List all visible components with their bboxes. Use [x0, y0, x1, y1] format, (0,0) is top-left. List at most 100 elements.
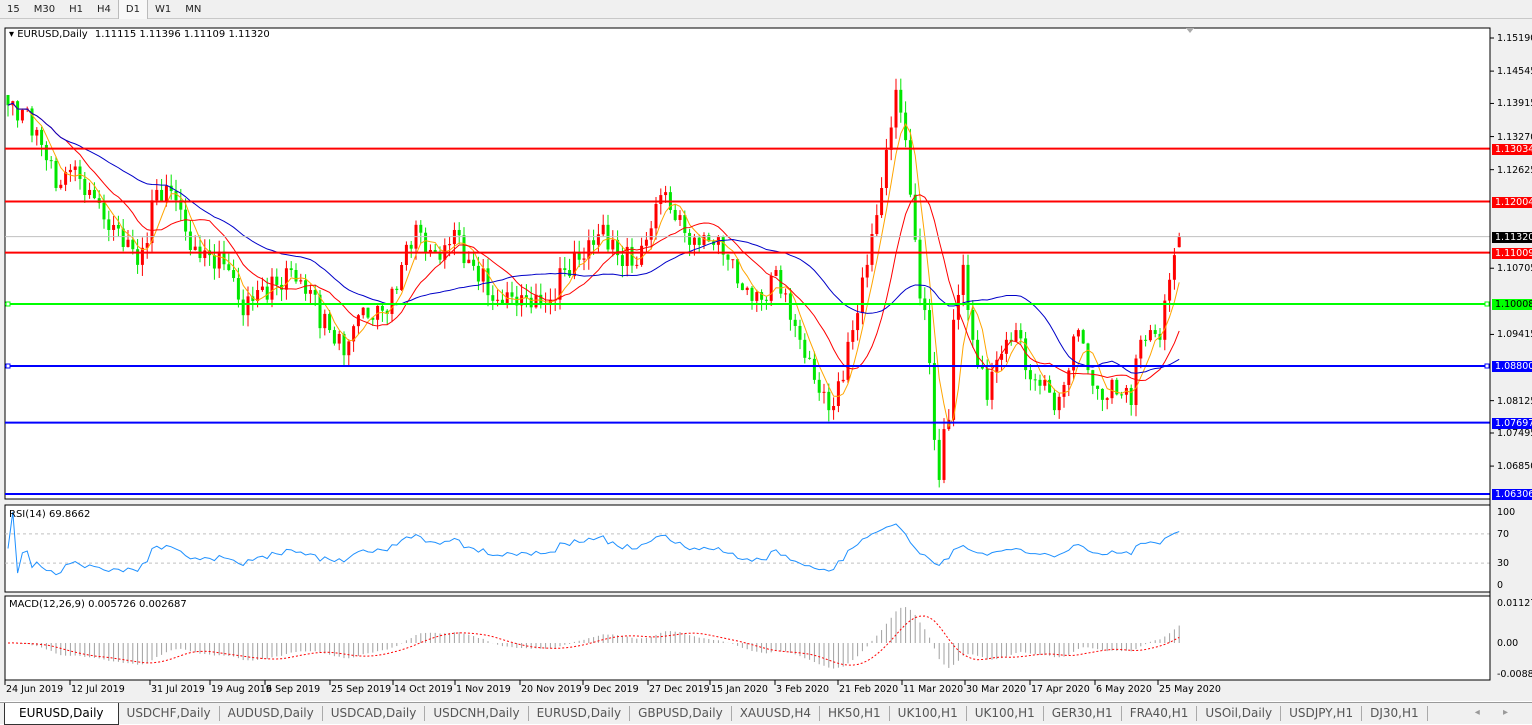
- candle-body: [899, 89, 903, 113]
- date-axis-label: 1 Nov 2019: [456, 684, 511, 695]
- candle-body: [342, 333, 346, 356]
- candle: [1028, 364, 1032, 391]
- candle: [44, 141, 48, 171]
- candle-body: [1000, 353, 1004, 360]
- candle-body: [1048, 379, 1052, 393]
- chart-canvas[interactable]: [0, 19, 1532, 701]
- main-pane: [4, 27, 1491, 500]
- candle-body: [985, 368, 989, 400]
- tab-xauusd-h4[interactable]: XAUUSD,H4: [732, 706, 821, 721]
- candle: [515, 285, 519, 317]
- tab-usdjpy-h1[interactable]: USDJPY,H1: [1281, 706, 1363, 721]
- candle: [745, 286, 749, 296]
- candle: [116, 215, 120, 237]
- candle: [241, 289, 245, 326]
- timeframe-W1[interactable]: W1: [154, 4, 172, 15]
- candle-body: [323, 313, 327, 329]
- candle-body: [596, 234, 600, 245]
- candle: [937, 428, 941, 488]
- candle-body: [241, 299, 245, 316]
- date-axis-label: 6 May 2020: [1096, 684, 1152, 695]
- candle: [35, 127, 39, 146]
- candle: [246, 286, 250, 327]
- price-axis-label: 1.12625: [1497, 164, 1532, 176]
- candle-body: [750, 287, 754, 301]
- candle-body: [1168, 279, 1172, 301]
- candle-body: [630, 246, 634, 266]
- candle: [793, 314, 797, 338]
- candle-body: [697, 237, 701, 245]
- candle-body: [812, 358, 816, 380]
- candle: [371, 317, 375, 326]
- timeframe-MN[interactable]: MN: [185, 4, 202, 15]
- timeframe-M30[interactable]: M30: [33, 4, 56, 15]
- candle-body: [1057, 396, 1061, 411]
- candle: [1052, 388, 1056, 416]
- candle: [832, 397, 836, 420]
- tab-fra40-h1[interactable]: FRA40,H1: [1122, 706, 1198, 721]
- candle-body: [745, 287, 749, 291]
- candle-body: [971, 309, 975, 340]
- candle: [956, 284, 960, 330]
- candle: [918, 228, 922, 306]
- candle: [1105, 397, 1109, 410]
- tab-eurusd-daily[interactable]: EURUSD,Daily: [4, 702, 119, 725]
- tab-hk50-h1[interactable]: HK50,H1: [820, 706, 890, 721]
- candle-body: [592, 240, 596, 245]
- candle: [160, 178, 164, 202]
- tab-usdcnh-daily[interactable]: USDCNH,Daily: [425, 706, 529, 721]
- candle: [1096, 385, 1100, 400]
- timeframe-15[interactable]: 15: [7, 4, 20, 15]
- candle-body: [616, 239, 620, 256]
- tab-usdcad-daily[interactable]: USDCAD,Daily: [323, 706, 426, 721]
- candle: [784, 288, 788, 303]
- candle-body: [289, 268, 293, 271]
- candle-body: [35, 129, 39, 136]
- candle-body: [107, 219, 111, 230]
- candle-body: [788, 293, 792, 320]
- candle-body: [558, 268, 562, 300]
- timeframe-D1[interactable]: D1: [117, 0, 148, 19]
- rsi-line: [7, 511, 1180, 576]
- candle-body: [942, 429, 946, 480]
- candle: [740, 282, 744, 291]
- tab-gbpusd-daily[interactable]: GBPUSD,Daily: [630, 706, 732, 721]
- tab-uk100-h1[interactable]: UK100,H1: [967, 706, 1044, 721]
- candle-body: [1148, 330, 1152, 341]
- tab-usdchf-daily[interactable]: USDCHF,Daily: [119, 706, 220, 721]
- candle-body: [270, 276, 274, 300]
- candle: [308, 284, 312, 304]
- candle-body: [433, 249, 437, 253]
- candle-body: [313, 290, 317, 295]
- tab-usoil-daily[interactable]: USOil,Daily: [1197, 706, 1282, 721]
- candle-body: [169, 185, 173, 192]
- candle: [404, 241, 408, 271]
- tab-dj30-h1[interactable]: DJ30,H1: [1362, 706, 1428, 721]
- candle-body: [44, 144, 48, 161]
- price-axis-label: 1.13270: [1497, 131, 1532, 143]
- price-axis-label: 1.06850: [1497, 461, 1532, 473]
- timeframe-H1[interactable]: H1: [69, 4, 83, 15]
- candle-body: [1076, 330, 1080, 337]
- candle-body: [611, 239, 615, 250]
- candle: [188, 220, 192, 256]
- candle: [500, 289, 504, 305]
- level-price-label: 1.06306: [1492, 489, 1532, 501]
- candle-body: [1139, 339, 1143, 359]
- tab-audusd-daily[interactable]: AUDUSD,Daily: [220, 706, 323, 721]
- tab-uk100-h1[interactable]: UK100,H1: [890, 706, 967, 721]
- tab-eurusd-daily[interactable]: EURUSD,Daily: [529, 706, 631, 721]
- timeframe-H4[interactable]: H4: [96, 4, 111, 15]
- candle-body: [332, 330, 336, 344]
- candle-body: [764, 299, 768, 301]
- candle-body: [380, 305, 384, 311]
- collapse-triangle-icon[interactable]: ▾: [9, 29, 15, 40]
- tab-ger30-h1[interactable]: GER30,H1: [1044, 706, 1122, 721]
- timeframe-toolbar: 15 M30 H1 H4 D1 W1 MN: [0, 0, 1532, 19]
- level-price-label: 1.10008: [1492, 298, 1532, 310]
- candle-body: [212, 255, 216, 269]
- candle-body: [1052, 392, 1056, 411]
- candle: [1172, 248, 1176, 290]
- candle: [419, 220, 423, 244]
- tab-scroll-arrows[interactable]: ◂ ▸: [1474, 707, 1518, 718]
